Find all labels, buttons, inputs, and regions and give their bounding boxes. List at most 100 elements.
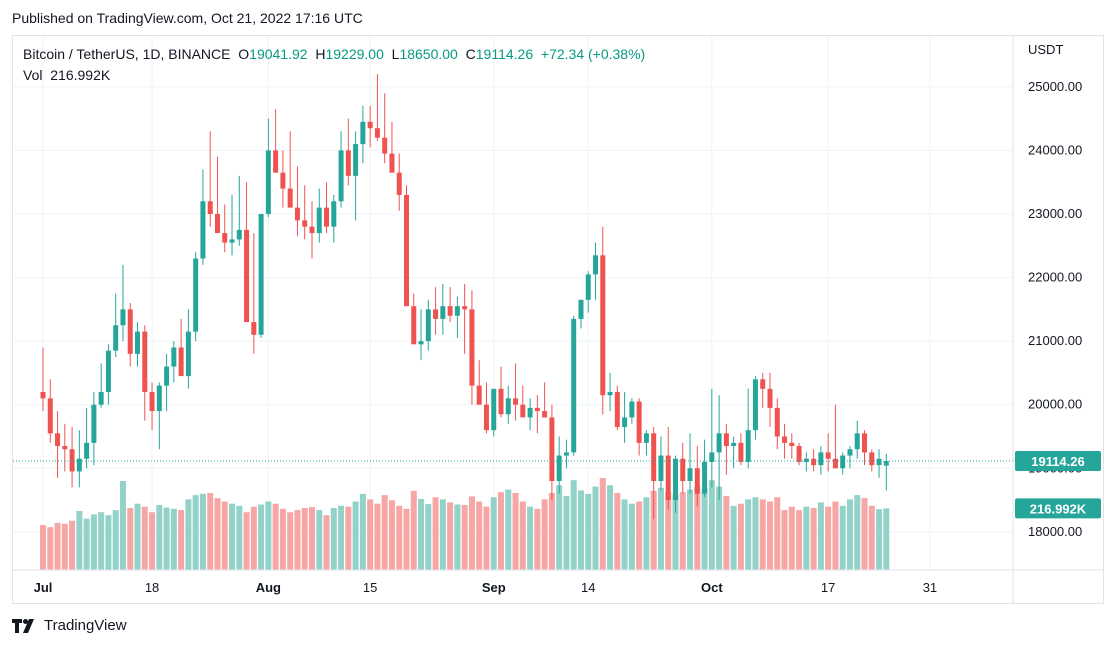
candle-body xyxy=(818,452,824,466)
volume-bar xyxy=(141,506,148,570)
volume-bar xyxy=(781,510,788,570)
candle-body xyxy=(571,318,577,453)
volume-label: Vol xyxy=(23,67,43,83)
volume-bar xyxy=(119,480,126,570)
candle-body xyxy=(200,201,206,259)
tradingview-logo[interactable]: TradingView xyxy=(12,617,127,634)
candle-body xyxy=(825,452,831,459)
candle-body xyxy=(578,299,584,319)
candle-body xyxy=(396,172,402,195)
candle-body xyxy=(796,446,802,462)
y-tick-label: 22000.00 xyxy=(1028,270,1082,285)
volume-bar xyxy=(396,505,403,570)
volume-bar xyxy=(425,504,432,570)
volume-bar xyxy=(548,492,555,570)
candle-body xyxy=(636,401,642,443)
volume-bar xyxy=(665,492,672,570)
candle-body xyxy=(752,379,758,431)
candle-body xyxy=(789,442,795,447)
candle-body xyxy=(709,452,715,462)
volume-bar xyxy=(476,501,483,570)
volume-bar xyxy=(381,495,388,570)
volume-bar xyxy=(498,492,505,570)
x-tick-label: 17 xyxy=(821,580,835,595)
candle-body xyxy=(862,433,868,453)
price-axis[interactable]: USDT 25000.00 24000.00 23000.00 22000.00 2100… xyxy=(1012,36,1101,603)
volume-bar xyxy=(650,490,657,570)
volume-bar xyxy=(643,497,650,570)
volume-bar xyxy=(338,505,345,570)
candle-body xyxy=(854,433,860,450)
x-tick-label: Aug xyxy=(256,580,281,595)
volume-bar xyxy=(585,493,592,570)
candle-body xyxy=(149,392,155,412)
volume-bar xyxy=(570,480,577,570)
open-value: 19041.92 xyxy=(249,46,308,62)
volume-bar xyxy=(883,508,890,570)
volume-bar xyxy=(687,489,694,570)
volume-bar xyxy=(330,507,337,570)
low-value: 18650.00 xyxy=(399,46,458,62)
x-tick-label: 14 xyxy=(581,580,595,595)
volume-bar xyxy=(90,514,97,570)
volume-bar xyxy=(745,499,752,570)
candle-body xyxy=(447,306,453,316)
volume-bar xyxy=(418,498,425,570)
candle-body xyxy=(607,392,613,396)
change-value: +72.34 (+0.38%) xyxy=(540,46,646,62)
candle-body xyxy=(273,150,279,173)
volume-bar xyxy=(229,503,236,570)
volume-bar xyxy=(607,485,614,570)
volume-bar xyxy=(556,485,563,570)
x-tick-label: 15 xyxy=(363,580,377,595)
candle-body xyxy=(367,121,373,129)
volume-bar xyxy=(359,493,366,570)
volume-bars xyxy=(40,478,890,570)
candle-body xyxy=(585,274,591,300)
volume-bar xyxy=(832,501,839,570)
candle-body xyxy=(869,452,875,466)
volume-bar xyxy=(657,487,664,570)
candle-body xyxy=(229,239,235,243)
volume-bar xyxy=(796,510,803,570)
candle-body xyxy=(127,309,133,354)
candle-body xyxy=(767,388,773,408)
volume-bar xyxy=(47,527,54,570)
time-axis[interactable]: Jul 18 Aug 15 Sep 14 Oct 17 31 xyxy=(13,569,1103,595)
candle-body xyxy=(520,404,526,418)
volume-bar xyxy=(61,523,68,570)
volume-bar xyxy=(752,497,759,570)
last-price-tag[interactable] xyxy=(1015,451,1101,472)
volume-bar xyxy=(98,512,105,570)
candle-body xyxy=(171,347,177,367)
volume-bar xyxy=(214,498,221,570)
chart-frame[interactable]: USDT 25000.00 24000.00 23000.00 22000.00 2100… xyxy=(12,35,1104,604)
candle-body xyxy=(462,306,468,310)
volume-bar xyxy=(258,504,265,570)
candle-body xyxy=(563,452,569,456)
volume-bar xyxy=(774,497,781,570)
candle-body xyxy=(214,214,220,234)
volume-tag[interactable] xyxy=(1015,498,1101,519)
candle-body xyxy=(178,347,184,377)
volume-bar xyxy=(599,478,606,570)
candlestick-chart[interactable]: USDT 25000.00 24000.00 23000.00 22000.00 2100… xyxy=(13,36,1103,603)
y-tick-label: 25000.00 xyxy=(1028,79,1082,94)
volume-bar xyxy=(410,490,417,570)
candle-body xyxy=(433,309,439,319)
candle-body xyxy=(69,449,75,472)
candle-body xyxy=(374,128,380,138)
y-tick-label: 24000.00 xyxy=(1028,142,1082,157)
candle-body xyxy=(142,331,148,392)
volume-bar xyxy=(454,504,461,570)
ohlc-legend: Bitcoin / TetherUS, 1D, BINANCE O19041.9… xyxy=(23,46,645,62)
volume-bar xyxy=(40,525,46,570)
candle-body xyxy=(811,458,817,466)
candle-body xyxy=(338,150,344,202)
volume-bar xyxy=(810,507,817,570)
candle-body xyxy=(832,458,838,469)
candle-body xyxy=(84,442,90,459)
volume-bar xyxy=(534,508,541,570)
volume-bar xyxy=(127,507,134,570)
volume-bar xyxy=(367,499,374,570)
